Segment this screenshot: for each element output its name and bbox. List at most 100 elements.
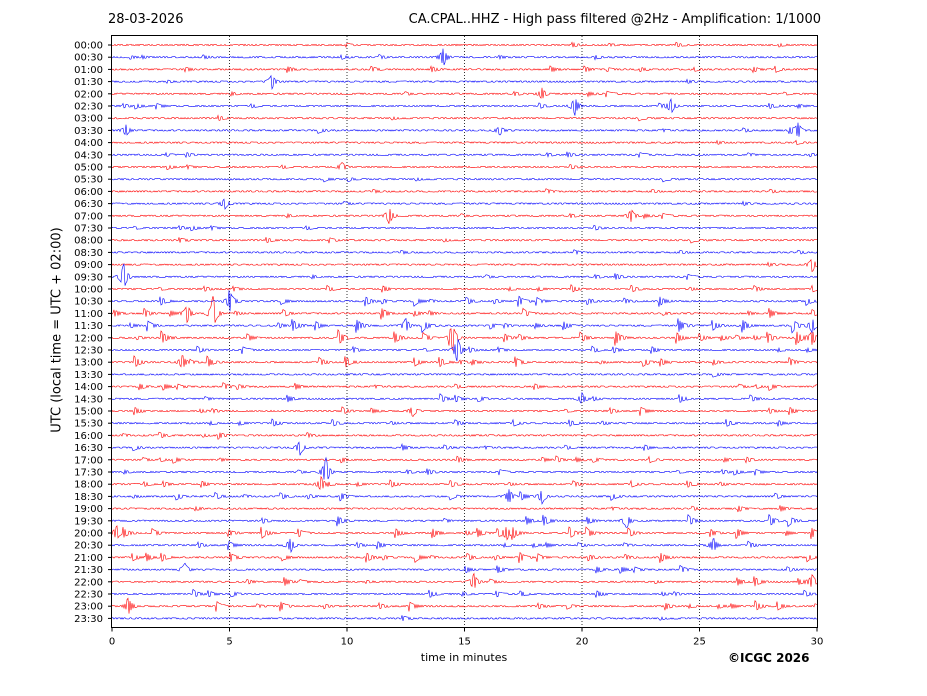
x-tick-label: 20 [576,637,589,648]
trace-row [111,151,818,159]
y-tick-label: 23:30 [74,614,103,625]
y-tick-label: 22:00 [74,577,103,588]
trace-row [111,513,818,528]
y-tick-label: 17:30 [74,468,103,479]
y-tick-label: 02:30 [74,102,103,113]
y-tick-label: 10:30 [74,297,103,308]
seismic-traces [111,41,818,622]
trace-row [111,615,818,622]
y-tick-label: 18:00 [74,480,103,491]
y-tick-label: 00:30 [74,53,103,64]
x-tick-label: 10 [341,637,354,648]
trace-row [111,431,818,440]
y-tick-label: 14:30 [74,394,103,405]
trace-row [111,188,818,195]
trace-row [111,391,818,404]
trace-row [111,249,818,256]
y-tick-label: 14:00 [74,382,103,393]
trace-row [111,317,818,334]
trace-row [111,41,818,49]
trace-row [111,525,818,541]
trace-row [111,456,818,480]
x-tick-label: 5 [226,637,232,648]
y-tick-label: 11:00 [74,309,103,320]
trace-row [111,290,818,312]
vertical-gridlines [229,36,700,628]
trace-row [111,122,818,137]
y-tick-label: 10:00 [74,285,103,296]
y-tick-label: 01:30 [74,77,103,88]
y-tick-label: 07:30 [74,224,103,235]
trace-row [111,74,818,91]
trace-row [111,562,818,574]
y-tick-label: 08:00 [74,236,103,247]
y-tick-label: 20:30 [74,541,103,552]
y-tick-label: 08:30 [74,248,103,259]
y-tick-label: 06:00 [74,187,103,198]
x-tick-label: 15 [458,637,471,648]
trace-row [111,588,818,598]
copyright-notice: ©ICGC 2026 [728,651,810,665]
y-tick-label: 05:00 [74,163,103,174]
y-tick-label: 15:30 [74,419,103,430]
y-tick-label: 03:30 [74,126,103,137]
y-tick-label: 12:00 [74,333,103,344]
y-axis-label: UTC (local time = UTC + 02:00) [49,227,65,433]
trace-row [111,489,818,505]
trace-row [111,139,818,146]
x-tick-label: 0 [109,637,115,648]
trace-row [111,418,818,427]
trace-row [111,198,818,210]
trace-row [111,505,818,513]
y-tick-label: 06:30 [74,199,103,210]
y-tick-label: 11:30 [74,321,103,332]
trace-row [111,538,818,554]
trace-row [111,597,818,614]
trace-row [111,258,818,273]
trace-row [111,162,818,171]
y-tick-label: 01:00 [74,65,103,76]
x-axis-label: time in minutes [420,651,508,664]
trace-row [111,48,818,66]
y-tick-label: 20:00 [74,529,103,540]
trace-row [111,441,818,456]
trace-row [111,284,818,293]
trace-row [111,355,818,368]
trace-row [111,572,818,588]
y-tick-label: 12:30 [74,346,103,357]
trace-row [111,224,818,232]
trace-row [111,87,818,99]
y-tick-label: 19:30 [74,516,103,527]
y-tick-label: 21:30 [74,565,103,576]
x-tick-label: 30 [811,637,824,648]
y-tick-label: 04:30 [74,150,103,161]
y-tick-label: 18:30 [74,492,103,503]
y-tick-label: 07:00 [74,211,103,222]
plot-date: 28-03-2026 [108,12,184,27]
trace-row [111,98,818,116]
y-tick-label: 00:00 [74,41,103,52]
trace-row [111,263,818,286]
trace-row [111,372,818,378]
trace-row [111,382,818,391]
trace-row [111,296,818,324]
y-tick-label: 09:00 [74,260,103,271]
y-tick-label: 04:00 [74,138,103,149]
trace-row [111,65,818,74]
y-tick-label: 16:00 [74,431,103,442]
trace-row [111,406,818,418]
y-tick-label: 21:00 [74,553,103,564]
trace-row [111,455,818,464]
trace-row [111,114,818,122]
y-tick-label: 16:30 [74,443,103,454]
trace-row [111,339,818,362]
y-tick-label: 13:30 [74,370,103,381]
plot-frame [111,35,818,628]
chart-title: CA.CPAL..HHZ - High pass filtered @2Hz -… [408,12,821,27]
y-tick-label: 17:00 [74,455,103,466]
y-tick-label: 09:30 [74,272,103,283]
y-tick-label: 03:00 [74,114,103,125]
trace-row [111,237,818,244]
